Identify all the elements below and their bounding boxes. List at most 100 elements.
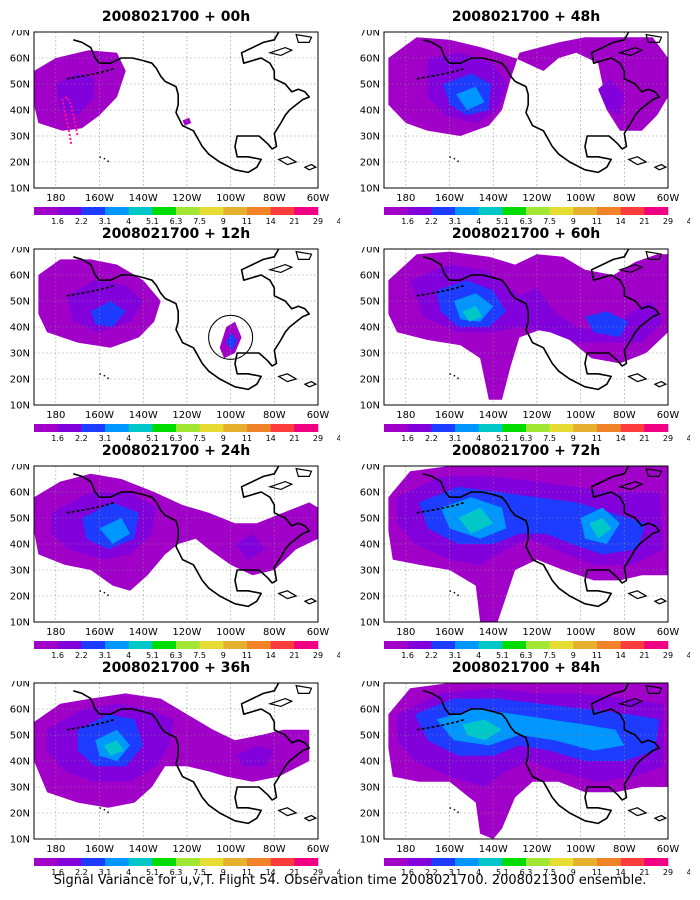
variance-map: 70N 60N 50N 40N 30N 20N 10N 180 160W 140W 120W 100W… <box>10 247 330 421</box>
map-panel-60h: 2008021700 + 60h 70N 60N 50N 40N 30N 20N 10N 18… <box>350 225 690 445</box>
latitude-tick-label: 20N <box>360 809 380 820</box>
colorbar-swatch <box>384 641 408 649</box>
colorbar-label: 9 <box>571 217 576 226</box>
variance-contour-region <box>103 740 124 756</box>
colorbar-label: 4 <box>476 868 481 877</box>
colorbar: 1.6 2.2 3.1 4 5.1 6.3 7.5 9 11 14 21 29 40 <box>34 207 340 226</box>
colorbar-swatch <box>105 207 129 215</box>
map-panel-84h: 2008021700 + 84h 70N 60N 50N 40N 30N 20N 10N 18… <box>350 659 690 879</box>
colorbar-swatch <box>455 858 479 866</box>
colorbar-swatch <box>81 641 106 649</box>
colorbar-swatch <box>455 424 479 432</box>
colorbar-label: 11 <box>242 434 252 443</box>
latitude-tick-label: 30N <box>10 566 30 577</box>
latitude-tick-label: 20N <box>10 375 30 386</box>
colorbar-label: 9 <box>571 434 576 443</box>
colorbar-label: 7.5 <box>543 217 556 226</box>
longitude-tick-label: 180 <box>46 410 65 421</box>
colorbar-label: 29 <box>313 434 323 443</box>
coastline <box>73 32 311 174</box>
colorbar-swatch <box>223 858 248 866</box>
colorbar-label: 1.6 <box>401 217 414 226</box>
colorbar-swatch <box>294 641 319 649</box>
panel-title: 2008021700 + 84h <box>451 660 601 676</box>
longitude-tick-label: 140W <box>129 844 158 855</box>
longitude-tick-label: 60W <box>657 410 680 421</box>
colorbar-swatch <box>199 641 224 649</box>
island-outline <box>677 87 686 95</box>
latitude-tick-label: 70N <box>10 464 30 473</box>
colorbar-swatch <box>128 641 153 649</box>
latitude-tick-label: 50N <box>360 731 380 742</box>
colorbar-swatch <box>502 207 527 215</box>
map-frame <box>33 31 319 189</box>
colorbar-label: 4 <box>476 651 481 660</box>
longitude-tick-label: 180 <box>396 410 415 421</box>
colorbar-label: 3.1 <box>449 868 462 877</box>
latitude-tick-label: 70N <box>360 681 380 690</box>
colorbar-swatch <box>105 641 129 649</box>
colorbar-label: 3.1 <box>449 434 462 443</box>
latitude-tick-label: 20N <box>360 592 380 603</box>
island-outline <box>327 87 336 95</box>
latitude-tick-label: 30N <box>360 783 380 794</box>
colorbar-label: 3.1 <box>99 217 112 226</box>
longitude-tick-label: 180 <box>396 844 415 855</box>
colorbar-swatch <box>81 858 106 866</box>
island-outline <box>677 738 686 746</box>
coastline <box>423 466 661 608</box>
map-frame <box>33 248 319 406</box>
latitude-tick-label: 60N <box>360 705 380 716</box>
island-outline <box>303 597 318 605</box>
colorbar-swatch <box>644 858 669 866</box>
colorbar-label: 1.6 <box>51 868 64 877</box>
longitude-tick-label: 100W <box>216 410 245 421</box>
colorbar-label: 1.6 <box>51 217 64 226</box>
colorbar-label: 4 <box>476 217 481 226</box>
colorbar-label: 14 <box>616 868 626 877</box>
colorbar-swatch <box>294 424 319 432</box>
longitude-tick-label: 60W <box>657 193 680 204</box>
colorbar-label: 5.1 <box>146 651 159 660</box>
island-outline <box>277 156 298 166</box>
colorbar-label: 11 <box>592 868 602 877</box>
colorbar-swatch <box>573 424 598 432</box>
colorbar-label: 11 <box>242 868 252 877</box>
colorbar-swatch <box>573 641 598 649</box>
latitude-tick-label: 50N <box>360 514 380 525</box>
latitude-tick-label: 60N <box>360 271 380 282</box>
latitude-tick-label: 60N <box>10 54 30 65</box>
island-outline <box>295 33 313 43</box>
island-outline <box>645 33 663 43</box>
colorbar-swatch <box>105 424 129 432</box>
latitude-tick-label: 50N <box>360 297 380 308</box>
colorbar-label: 11 <box>592 217 602 226</box>
latitude-tick-label: 20N <box>10 592 30 603</box>
colorbar-label: 14 <box>266 434 276 443</box>
colorbar-label: 6.3 <box>170 434 183 443</box>
latitude-tick-label: 30N <box>360 566 380 577</box>
map-frame <box>383 31 669 189</box>
island-outline <box>645 250 663 260</box>
colorbar-swatch <box>247 858 271 866</box>
colorbar-label: 14 <box>616 217 626 226</box>
colorbar-swatch <box>502 641 527 649</box>
longitude-tick-label: 120W <box>522 844 551 855</box>
colorbar-swatch <box>57 641 82 649</box>
colorbar-swatch <box>294 858 319 866</box>
colorbar-swatch <box>620 424 645 432</box>
colorbar-swatch <box>270 207 295 215</box>
latitude-tick-label: 40N <box>10 106 30 117</box>
longitude-tick-label: 140W <box>479 410 508 421</box>
colorbar-swatch <box>176 424 200 432</box>
colorbar-label: 9 <box>571 868 576 877</box>
colorbar-label: 1.6 <box>401 434 414 443</box>
colorbar-label: 21 <box>289 651 299 660</box>
map-frame <box>383 248 669 406</box>
colorbar-label: 9 <box>221 651 226 660</box>
longitude-tick-label: 80W <box>613 410 636 421</box>
colorbar-swatch <box>152 207 177 215</box>
colorbar-label: 21 <box>639 651 649 660</box>
colorbar-label: 4 <box>126 434 131 443</box>
island-outline <box>295 467 313 477</box>
